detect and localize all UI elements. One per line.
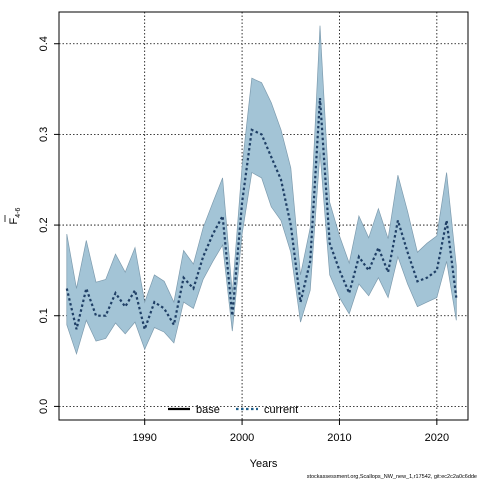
plot-area-border — [58, 11, 469, 421]
x-tick-label: 1990 — [132, 432, 156, 444]
series-line-current — [65, 98, 458, 334]
svg-text:F4-6: F4-6 — [8, 207, 22, 224]
x-tick-label: 2010 — [327, 432, 351, 444]
legend: base current — [168, 404, 298, 416]
legend-label-current: current — [264, 404, 298, 416]
y-tick-label: 0.0 — [38, 399, 50, 414]
x-axis: 1990 2000 2010 2020 — [132, 420, 449, 444]
y-tick-label: 0.2 — [38, 217, 50, 232]
y-tick-label: 0.3 — [38, 127, 50, 142]
y-axis-title: F4-6 — [4, 207, 22, 224]
y-tick-label: 0.1 — [38, 308, 50, 323]
y-tick-label: 0.4 — [38, 36, 50, 51]
x-axis-title: Years — [250, 458, 278, 470]
y-axis: 0.0 0.1 0.2 0.3 0.4 — [38, 36, 59, 414]
x-tick-label: 2020 — [425, 432, 449, 444]
x-tick-label: 2000 — [230, 432, 254, 444]
y-axis-title-subscript: 4-6 — [15, 207, 22, 217]
series-lines — [65, 98, 458, 334]
source-footnote: stockassessment.org,Scallops_NW_new_1,r1… — [307, 474, 477, 480]
confidence-band-area — [66, 25, 457, 355]
legend-label-base: base — [196, 404, 220, 416]
y-axis-title-main: F — [8, 217, 20, 224]
confidence-band — [66, 25, 457, 355]
